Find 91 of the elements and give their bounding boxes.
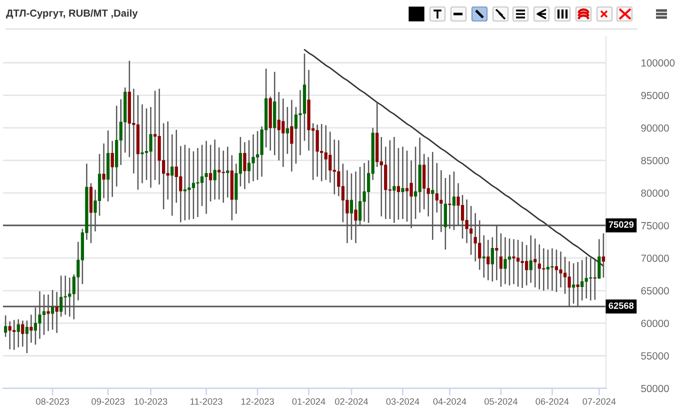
x-tick-label: 09-2023 [92,398,124,405]
candlestick [30,314,33,344]
candlestick [110,140,114,198]
candlestick [213,138,216,200]
ref-line-label: 75029 [608,221,634,228]
x-tick-label: 02-2024 [335,398,368,405]
candlestick [504,236,507,285]
candlestick [401,146,404,220]
candlestick [512,238,516,285]
candlestick [337,140,340,197]
candlestick [426,156,430,218]
y-tick-label: 60000 [641,320,669,328]
candlestick [247,140,251,184]
candlestick [149,106,152,188]
y-tick-label: 95000 [641,92,669,100]
candlestick [25,320,28,354]
candlestick [482,234,486,278]
candlestick [516,239,520,288]
y-tick-label: 65000 [641,287,669,294]
candlestick [499,232,503,288]
candlestick [554,248,558,293]
candlestick [396,147,400,220]
candlestick [102,142,106,199]
candlestick [4,314,8,338]
candlestick [559,250,562,288]
candlestick [294,106,298,164]
candlestick [580,259,584,302]
x-tick-label: 11-2023 [190,398,222,405]
candlestick [218,146,221,200]
candlestick [602,232,605,278]
candlestick [243,142,246,190]
candlestick [252,134,255,182]
x-tick-label: 06-2024 [536,398,569,405]
y-tick-label: 75000 [641,222,669,230]
candlestick [140,104,144,184]
y-tick-label: 50000 [641,384,669,392]
candlestick [170,134,174,216]
candlestick [529,234,532,284]
candlestick [8,320,12,350]
candlestick [282,98,285,168]
candlestick [286,106,289,155]
candlestick [16,318,20,348]
y-tick-label: 55000 [641,352,669,360]
y-tick-label: 85000 [641,156,669,164]
candlestick [542,248,546,292]
candlestick [486,239,490,281]
candlestick [132,88,136,174]
x-tick-label: 12-2023 [241,398,274,405]
candlestick [153,90,157,181]
candlestick [490,236,494,282]
x-tick-label: 04-2024 [433,398,466,405]
candlestick [422,153,426,210]
candlestick [324,124,328,181]
candlestick [563,256,567,295]
candlestick [550,248,554,292]
candlestick [572,262,576,304]
candlestick [226,146,230,198]
candlestick [192,150,196,220]
y-tick-label: 90000 [641,124,669,132]
candlestick [204,140,208,214]
candlestick [21,320,24,348]
candlestick [598,238,601,280]
candlestick [534,238,537,288]
candlestick [520,241,524,289]
candlestick [414,146,418,220]
candlestick [405,150,409,222]
x-tick-label: 08-2023 [36,398,69,405]
candlestick [200,144,204,207]
candlestick [196,147,200,218]
y-tick-label: 80000 [641,190,669,197]
candlestick [208,144,212,202]
chart-title: ДТЛ-Сургут, RUB/MT ,Daily [6,9,138,19]
candlestick [166,120,170,200]
candlestick [290,99,294,172]
candlestick [188,147,191,220]
y-tick-label: 70000 [641,254,669,262]
x-tick-label: 03-2024 [386,398,420,405]
x-tick-label: 05-2024 [484,398,518,405]
x-tick-label: 01-2024 [292,398,326,405]
candlestick [584,256,588,300]
candlestick [380,136,383,218]
x-tick-label: 10-2023 [134,398,168,405]
candlestick [362,162,366,222]
candlestick [179,145,182,223]
candlestick [256,130,260,181]
candlestick [508,238,512,286]
candlestick [144,108,148,181]
x-tick-label: 07-2024 [582,398,616,405]
ref-line-label: 62568 [608,302,634,309]
candlestick [316,124,319,178]
y-tick-label: 100000 [642,59,675,67]
